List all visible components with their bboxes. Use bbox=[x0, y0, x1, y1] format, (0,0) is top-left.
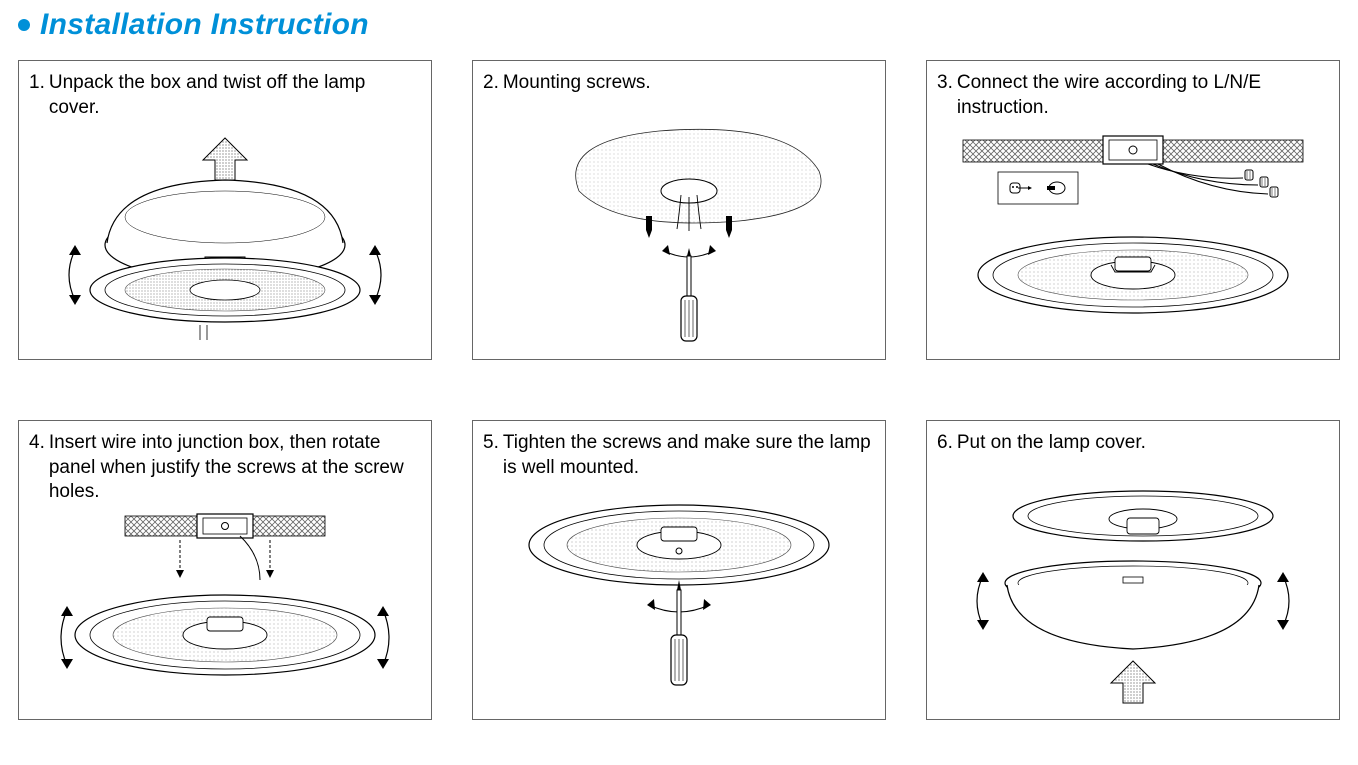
step-card-6: 6. Put on the lamp cover. bbox=[926, 420, 1340, 720]
step-card-2: 2. Mounting screws. bbox=[472, 60, 886, 360]
steps-grid: 1. Unpack the box and twist off the lamp… bbox=[18, 60, 1340, 720]
step-illustration-4 bbox=[29, 505, 421, 709]
step-text: 3. Connect the wire according to L/N/E i… bbox=[937, 71, 1329, 121]
step-description: Tighten the screws and make sure the lam… bbox=[503, 431, 875, 480]
step-text: 1. Unpack the box and twist off the lamp… bbox=[29, 71, 421, 121]
step-number: 2. bbox=[483, 71, 499, 96]
step-number: 5. bbox=[483, 431, 499, 456]
section-header: Installation Instruction bbox=[18, 8, 1340, 42]
step-card-1: 1. Unpack the box and twist off the lamp… bbox=[18, 60, 432, 360]
step-number: 3. bbox=[937, 71, 953, 96]
header-bullet-icon bbox=[18, 19, 30, 31]
section-title: Installation Instruction bbox=[40, 8, 369, 42]
step-description: Mounting screws. bbox=[503, 71, 875, 96]
step-description: Put on the lamp cover. bbox=[957, 431, 1329, 456]
step-number: 1. bbox=[29, 71, 45, 96]
step-text: 4. Insert wire into junction box, then r… bbox=[29, 431, 421, 505]
step-text: 2. Mounting screws. bbox=[483, 71, 875, 121]
step-card-4: 4. Insert wire into junction box, then r… bbox=[18, 420, 432, 720]
step-description: Insert wire into junction box, then rota… bbox=[49, 431, 421, 505]
step-number: 4. bbox=[29, 431, 45, 456]
step-card-3: 3. Connect the wire according to L/N/E i… bbox=[926, 60, 1340, 360]
step-illustration-6 bbox=[937, 481, 1329, 711]
step-illustration-5 bbox=[483, 481, 875, 709]
step-illustration-1 bbox=[29, 121, 421, 349]
step-number: 6. bbox=[937, 431, 953, 456]
step-description: Unpack the box and twist off the lamp co… bbox=[49, 71, 421, 120]
step-description: Connect the wire according to L/N/E inst… bbox=[957, 71, 1329, 120]
step-illustration-3 bbox=[937, 121, 1329, 349]
step-text: 5. Tighten the screws and make sure the … bbox=[483, 431, 875, 481]
step-illustration-2 bbox=[483, 121, 875, 351]
step-card-5: 5. Tighten the screws and make sure the … bbox=[472, 420, 886, 720]
step-text: 6. Put on the lamp cover. bbox=[937, 431, 1329, 481]
